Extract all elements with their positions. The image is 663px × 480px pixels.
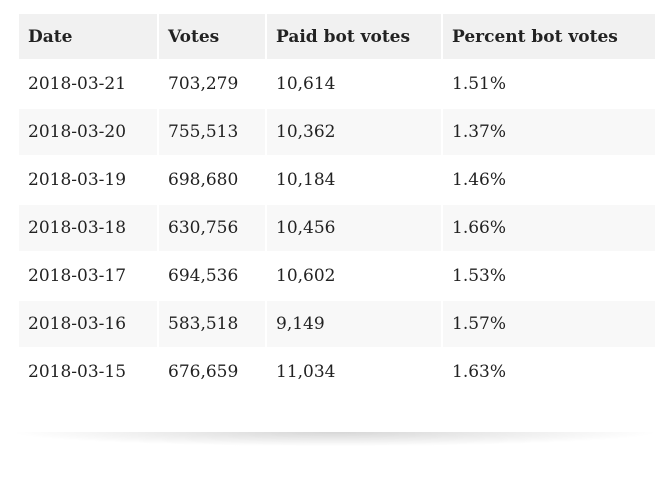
cell-paid-bot-votes: 10,602 (267, 253, 441, 299)
table-row: 2018-03-18 630,756 10,456 1.66% (19, 205, 655, 251)
cell-votes: 630,756 (159, 205, 265, 251)
header-date: Date (19, 14, 157, 59)
cell-date: 2018-03-19 (19, 157, 157, 203)
cell-votes: 755,513 (159, 109, 265, 155)
cell-percent-bot-votes: 1.53% (443, 253, 655, 299)
header-votes: Votes (159, 14, 265, 59)
cell-date: 2018-03-15 (19, 349, 157, 395)
cell-percent-bot-votes: 1.37% (443, 109, 655, 155)
cell-percent-bot-votes: 1.63% (443, 349, 655, 395)
bottom-shadow-divider (17, 432, 653, 446)
cell-paid-bot-votes: 11,034 (267, 349, 441, 395)
table-row: 2018-03-16 583,518 9,149 1.57% (19, 301, 655, 347)
cell-paid-bot-votes: 9,149 (267, 301, 441, 347)
header-percent-bot-votes: Percent bot votes (443, 14, 655, 59)
cell-date: 2018-03-16 (19, 301, 157, 347)
votes-table-container: Date Votes Paid bot votes Percent bot vo… (17, 12, 655, 397)
votes-table: Date Votes Paid bot votes Percent bot vo… (17, 12, 657, 397)
table-header-row: Date Votes Paid bot votes Percent bot vo… (19, 14, 655, 59)
table-row: 2018-03-21 703,279 10,614 1.51% (19, 61, 655, 107)
cell-date: 2018-03-17 (19, 253, 157, 299)
cell-percent-bot-votes: 1.51% (443, 61, 655, 107)
cell-votes: 676,659 (159, 349, 265, 395)
cell-votes: 703,279 (159, 61, 265, 107)
cell-date: 2018-03-18 (19, 205, 157, 251)
table-row: 2018-03-17 694,536 10,602 1.53% (19, 253, 655, 299)
cell-paid-bot-votes: 10,362 (267, 109, 441, 155)
table-row: 2018-03-20 755,513 10,362 1.37% (19, 109, 655, 155)
cell-percent-bot-votes: 1.66% (443, 205, 655, 251)
cell-percent-bot-votes: 1.57% (443, 301, 655, 347)
cell-votes: 698,680 (159, 157, 265, 203)
cell-paid-bot-votes: 10,614 (267, 61, 441, 107)
cell-date: 2018-03-21 (19, 61, 157, 107)
cell-date: 2018-03-20 (19, 109, 157, 155)
table-row: 2018-03-15 676,659 11,034 1.63% (19, 349, 655, 395)
cell-paid-bot-votes: 10,456 (267, 205, 441, 251)
cell-paid-bot-votes: 10,184 (267, 157, 441, 203)
cell-votes: 694,536 (159, 253, 265, 299)
table-row: 2018-03-19 698,680 10,184 1.46% (19, 157, 655, 203)
header-paid-bot-votes: Paid bot votes (267, 14, 441, 59)
cell-percent-bot-votes: 1.46% (443, 157, 655, 203)
cell-votes: 583,518 (159, 301, 265, 347)
